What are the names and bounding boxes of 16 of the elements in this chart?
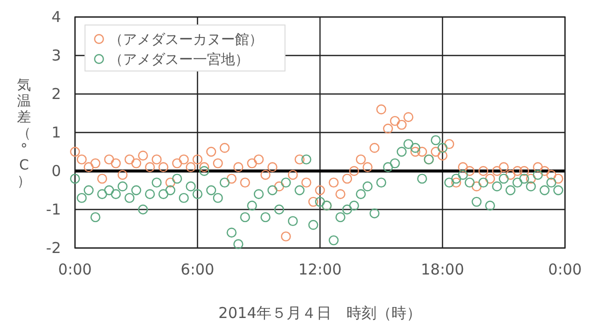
- x-tick-label: 6:00: [180, 260, 214, 279]
- y-axis-title: 気温差（°C）: [17, 77, 31, 190]
- x-tick-label: 0:00: [548, 260, 582, 279]
- x-axis-title: 2014年５月４日 時刻（時）: [218, 304, 422, 322]
- y-tick-label: 3: [51, 46, 61, 64]
- y-tick-label: 0: [51, 162, 61, 180]
- y-tick-label: -2: [46, 238, 61, 257]
- y-tick-label: 1: [51, 123, 61, 142]
- legend-label: （アメダスーカヌー館）: [109, 32, 263, 48]
- y-tick-label: -1: [46, 200, 61, 218]
- y-tick-label: 4: [51, 8, 61, 26]
- legend-label: （アメダスー一宮地）: [109, 52, 249, 68]
- x-tick-label: 12:00: [298, 260, 342, 279]
- x-tick-label: 0:00: [58, 260, 92, 279]
- y-tick-label: 2: [51, 84, 61, 103]
- x-tick-label: 18:00: [420, 260, 464, 279]
